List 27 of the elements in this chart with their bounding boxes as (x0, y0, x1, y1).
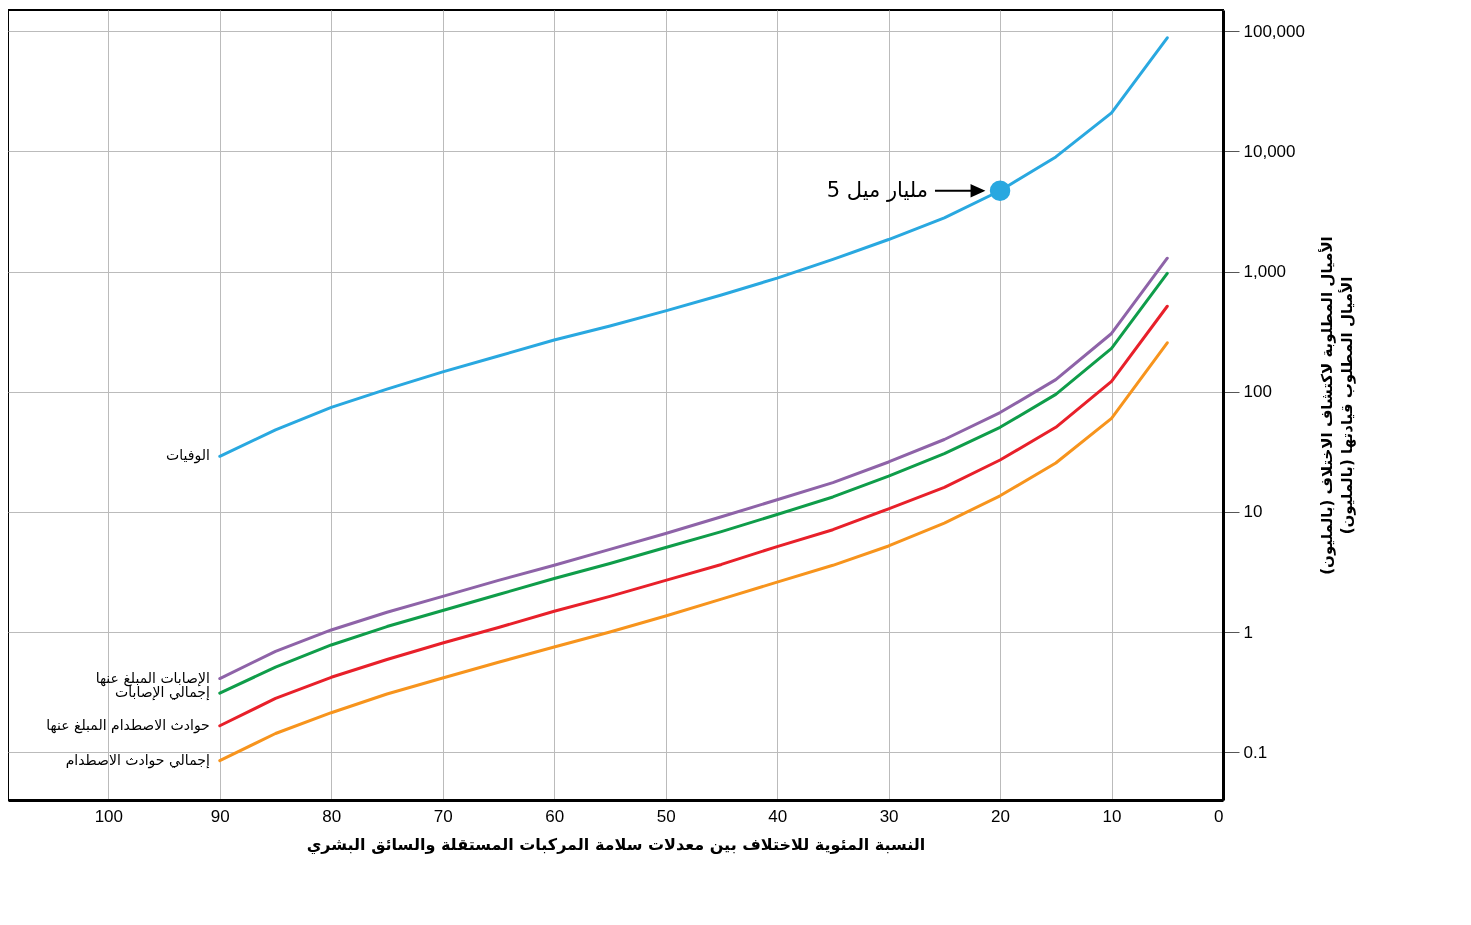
line-series (218, 341, 1169, 763)
series-label: إجمالي حوادث الاصطدام (65, 751, 210, 769)
x-tick-label: 50 (656, 806, 676, 826)
y-tick-label: 1 (1243, 622, 1253, 642)
annotation: 5 مليار ميل (826, 177, 929, 202)
y-tick-label: 100 (1243, 382, 1272, 402)
series-label: حوادث الاصطدام المبلغ عنها (46, 716, 210, 734)
y-tick-label: 100,000 (1243, 21, 1305, 41)
x-axis-title: النسبة المئوية للاختلاف بين معدلات سلامة المركبات المستقلة والسائق البشري (306, 834, 926, 855)
x-tick-label: 10 (1102, 806, 1122, 826)
x-tick-label: 0 (1214, 806, 1224, 826)
x-tick-label: 60 (545, 806, 565, 826)
x-tick-label: 100 (94, 806, 124, 826)
y-tick-label: 1,000 (1243, 262, 1287, 281)
series-label: الوفيات (166, 447, 210, 465)
x-tick-label: 70 (433, 806, 453, 826)
x-tick-label: 40 (768, 806, 788, 826)
y-tick-label: 0.1 (1243, 742, 1268, 762)
y-tick-label: 10 (1243, 502, 1263, 522)
series-label: الإصابات المبلغ عنها (95, 669, 210, 687)
x-tick-label: 80 (322, 806, 342, 826)
y-axis-title: الأميال المطلوبة لاكتشاف الاختلاف (بالمليون) الأميال المطلوب قيادتها (بالمليون) (1317, 236, 1356, 575)
x-tick-label: 30 (879, 806, 899, 826)
x-tick-label: 20 (991, 806, 1011, 826)
x-tick-label: 90 (210, 806, 230, 826)
line-series (218, 36, 1169, 458)
y-tick-label: 10,000 (1243, 141, 1296, 161)
